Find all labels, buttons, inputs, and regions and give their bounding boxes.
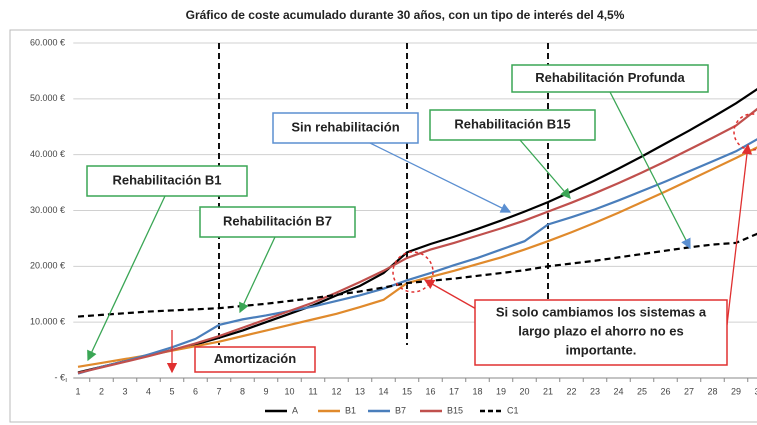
annotation-arrow: [239, 236, 276, 314]
legend-item: B15: [420, 405, 463, 415]
legend-label: B7: [395, 405, 406, 415]
x-tick-label: 13: [355, 386, 365, 396]
x-tick-label: 26: [660, 386, 670, 396]
annotation-box: [194, 346, 316, 373]
x-tick-label: 16: [425, 386, 435, 396]
x-tick-label: 28: [707, 386, 717, 396]
x-tick-label: 7: [216, 386, 221, 396]
y-tick-label: 10.000 €: [30, 317, 65, 327]
x-tick-label: 15: [402, 386, 412, 396]
x-tick-label: 20: [519, 386, 529, 396]
annotation-box: [429, 109, 596, 141]
chart-title: Gráfico de coste acumulado durante 30 añ…: [186, 8, 625, 22]
y-tick-label: 60.000 €: [30, 37, 65, 47]
annotation-text: Rehabilitación B7: [223, 213, 332, 228]
annotation-arrow: [519, 139, 571, 199]
x-tick-label: 9: [263, 386, 268, 396]
legend-item: B7: [368, 405, 406, 415]
annotation: Rehabilitación B1: [86, 165, 248, 362]
x-tick-label: 10: [284, 386, 294, 396]
legend-label: C1: [507, 405, 519, 415]
chart-frame: [9, 29, 757, 423]
annotation-box: [272, 112, 419, 144]
legend-item: A: [265, 405, 298, 415]
x-tick-label: 24: [613, 386, 623, 396]
annotation-arrow: [726, 143, 753, 326]
x-tick-label: 22: [566, 386, 576, 396]
highlight-circle: [733, 113, 757, 151]
annotation: Amortización: [166, 330, 316, 374]
series-line: [77, 146, 757, 368]
annotation-arrow: [609, 91, 691, 250]
annotation-box: [86, 165, 248, 197]
annotation-arrow: [369, 142, 512, 213]
annotation-text: Rehabilitación B15: [454, 116, 570, 131]
annotation-arrow: [423, 279, 479, 311]
x-tick-label: 17: [449, 386, 459, 396]
x-tick-label: 19: [496, 386, 506, 396]
annotation-box: [511, 64, 709, 93]
annotation-box: [474, 299, 728, 366]
annotation: Rehabilitación Profunda: [511, 64, 709, 250]
annotation-text: Rehabilitación Profunda: [535, 70, 685, 85]
annotation-text: largo plazo el ahorro no es: [518, 323, 683, 338]
series-line: [77, 107, 757, 375]
annotation: Rehabilitación B15: [429, 109, 596, 199]
y-tick-label: 40.000 €: [30, 149, 65, 159]
x-tick-label: 2: [99, 386, 104, 396]
x-tick-label: 8: [240, 386, 245, 396]
x-tick-label: 12: [331, 386, 341, 396]
y-tick-label: 50.000 €: [30, 93, 65, 103]
highlight-circle: [392, 251, 434, 293]
y-tick-label: - €: [54, 372, 65, 382]
annotation: Sin rehabilitación: [272, 112, 512, 213]
legend-label: B1: [345, 405, 356, 415]
annotation-text: importante.: [566, 342, 637, 357]
annotation-text: Sin rehabilitación: [291, 119, 399, 134]
x-tick-label: 4: [146, 386, 151, 396]
series-line: [77, 232, 757, 318]
x-tick-label: 6: [193, 386, 198, 396]
legend-item: B1: [318, 405, 356, 415]
x-tick-label: 3: [122, 386, 127, 396]
annotation: Rehabilitación B7: [199, 206, 356, 314]
y-tick-label: 30.000 €: [30, 205, 65, 215]
annotation-text: Si solo cambiamos los sistemas a: [496, 304, 707, 319]
x-tick-label: 23: [590, 386, 600, 396]
legend-item: C1: [480, 405, 519, 415]
annotation-text: Rehabilitación B1: [112, 172, 221, 187]
x-tick-label: 29: [731, 386, 741, 396]
x-tick-label: 5: [169, 386, 174, 396]
x-tick-label: 1: [75, 386, 80, 396]
x-tick-label: 18: [472, 386, 482, 396]
y-tick-label: 20.000 €: [30, 261, 65, 271]
annotation: Si solo cambiamos los sistemas a largo pl…: [423, 143, 753, 366]
x-tick-label: 11: [308, 386, 317, 396]
legend-label: A: [292, 405, 298, 415]
x-tick-label: 14: [378, 386, 388, 396]
legend-label: B15: [447, 405, 463, 415]
series-line: [77, 138, 757, 375]
x-tick-label: 25: [637, 386, 647, 396]
x-tick-label: 30: [754, 386, 757, 396]
annotation-text: Amortización: [214, 351, 296, 366]
annotation-box: [199, 206, 356, 238]
x-tick-label: 27: [684, 386, 694, 396]
x-tick-label: 21: [543, 386, 553, 396]
annotation-arrow: [87, 195, 166, 362]
